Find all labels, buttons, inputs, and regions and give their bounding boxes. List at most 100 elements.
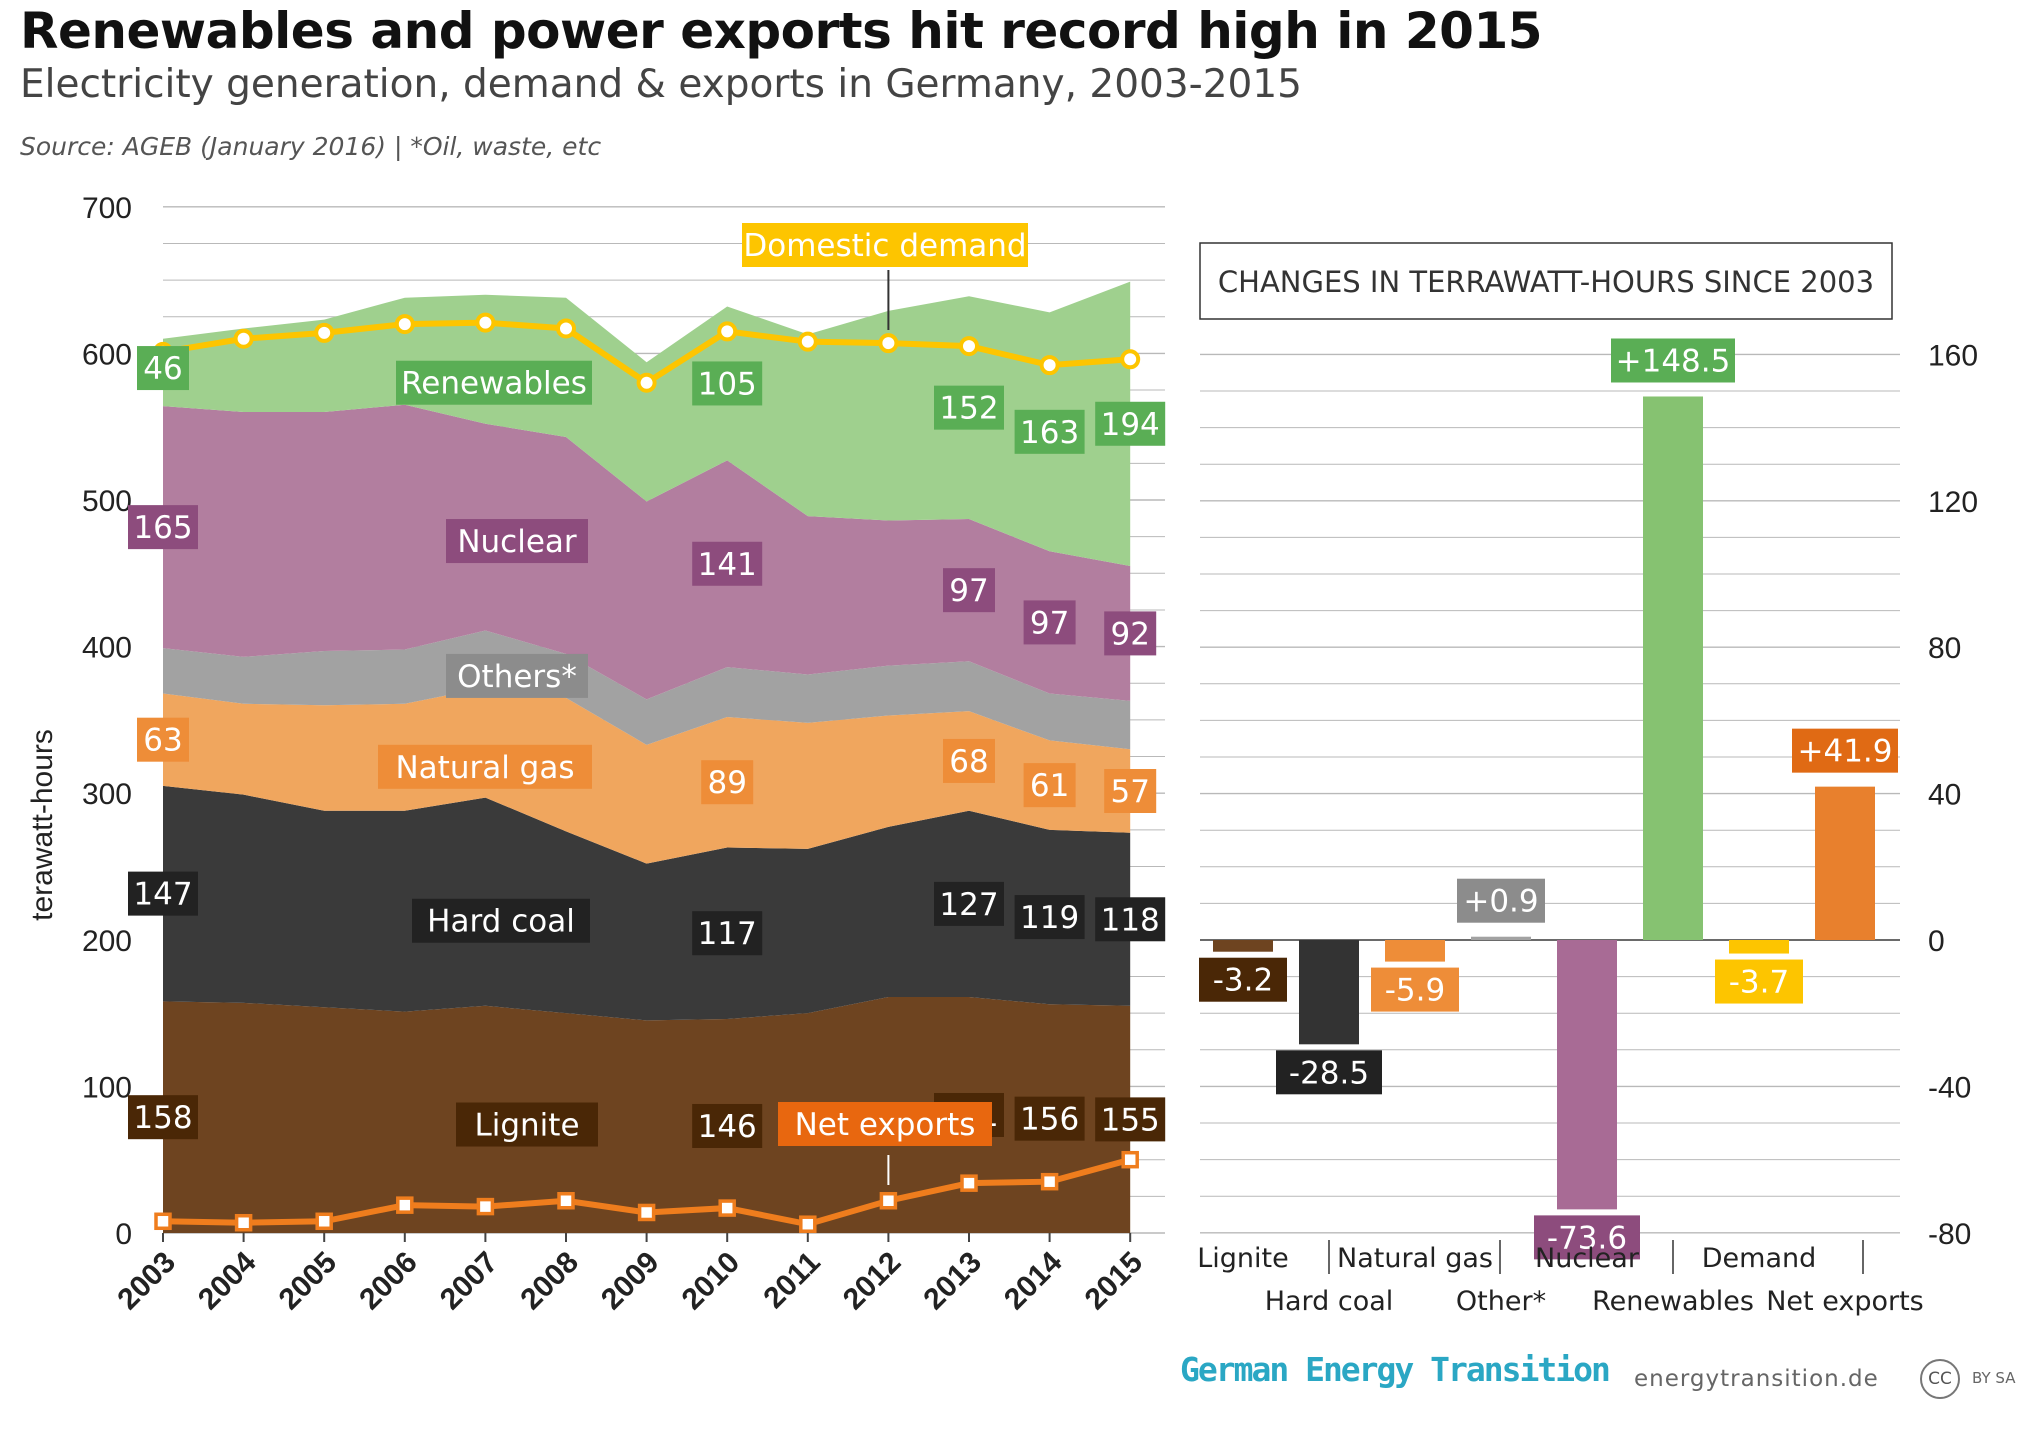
- data-label-bg: [128, 871, 198, 916]
- chart-title: Renewables and power exports hit record …: [20, 2, 1543, 60]
- x-tick-label: 2006: [353, 1246, 424, 1317]
- domestic-demand-point: [1039, 355, 1060, 376]
- domestic-demand-point: [556, 318, 576, 339]
- data-label: 68: [943, 738, 995, 783]
- domestic-demand-point: [314, 322, 335, 343]
- x-axis: 2003 2004 2005 2006 2007 2008 2009 2010 2011 2012…: [111, 1233, 1149, 1316]
- data-label: 155: [1095, 1097, 1166, 1142]
- series-name-label-text: Domestic demand: [743, 228, 1026, 264]
- data-label-text: 147: [133, 877, 192, 913]
- area-others: [163, 630, 1131, 750]
- data-label: 57: [1104, 769, 1157, 814]
- left-y-axis: 0 100 200 300 400 500 600 700: [82, 192, 132, 1251]
- data-label-bg: [1014, 1096, 1085, 1141]
- cc-license-icon: CC: [1920, 1359, 1960, 1399]
- series-name-label: Nuclear: [446, 519, 588, 564]
- data-label-text: 89: [707, 765, 746, 801]
- net-exports-point: [396, 1196, 414, 1214]
- domestic-demand-point: [475, 312, 496, 333]
- series-name-label: Hard coal: [412, 898, 590, 943]
- series-name-label: Domestic demand: [742, 223, 1028, 267]
- category-label: Natural gas: [1337, 1243, 1493, 1274]
- category-label: Hard coal: [1265, 1286, 1394, 1317]
- y-axis-label: terawatt-hours: [26, 729, 59, 921]
- data-label-bg: [1104, 769, 1157, 814]
- bar-value-label-bg: [1534, 1215, 1640, 1260]
- series-name-label: Net exports: [778, 1102, 992, 1146]
- data-label-text: 163: [1020, 415, 1079, 451]
- series-name-label-text: Renewables: [401, 366, 587, 402]
- series-name-label-bg: [378, 744, 592, 789]
- bar-value-label-text: +148.5: [1616, 343, 1731, 379]
- series-name-label-bg: [412, 898, 590, 943]
- y-tick-label: 700: [82, 192, 132, 225]
- data-label-bg: [1095, 401, 1166, 446]
- data-label-bg: [934, 881, 1004, 926]
- category-label: Demand: [1702, 1243, 1817, 1274]
- y-tick-label: -40: [1928, 1071, 1971, 1104]
- data-label-bg: [1023, 763, 1076, 808]
- bar-value-label-text: -73.6: [1547, 1220, 1627, 1256]
- bar-value-label-bg: [1611, 338, 1735, 383]
- y-tick-label: 120: [1928, 486, 1978, 519]
- category-label: Other*: [1456, 1286, 1546, 1317]
- bar-other: [1471, 936, 1531, 940]
- bar-value-label-text: -28.5: [1289, 1055, 1369, 1091]
- data-label: 119: [1014, 895, 1085, 940]
- data-label-text: 97: [1030, 605, 1069, 641]
- series-name-label-text: Others*: [457, 659, 577, 695]
- bar-value-label: -5.9: [1371, 967, 1459, 1012]
- bar-value-label: +148.5: [1611, 338, 1735, 383]
- data-label-bg: [1095, 897, 1166, 942]
- bar-lignite: [1213, 940, 1273, 952]
- area-natural-gas: [163, 687, 1131, 864]
- y-tick-label: 200: [82, 925, 132, 958]
- bar-value-label-bg: [1715, 959, 1803, 1004]
- net-exports-point: [557, 1191, 575, 1210]
- data-label-text: 92: [1110, 616, 1149, 652]
- y-tick-label: 600: [82, 338, 132, 371]
- category-label: Lignite: [1197, 1243, 1289, 1274]
- panel-title-box: [1199, 242, 1893, 320]
- data-label: 163: [1014, 409, 1085, 454]
- x-tick-label: 2013: [917, 1246, 988, 1317]
- bar-hard-coal: [1299, 940, 1359, 1045]
- bar-value-label-bg: [1457, 878, 1545, 923]
- data-label: 92: [1104, 611, 1157, 656]
- bar-value-label: -28.5: [1276, 1050, 1382, 1095]
- data-label: 63: [137, 717, 189, 762]
- net-exports-point: [1040, 1172, 1059, 1191]
- data-label-text: 165: [133, 510, 192, 546]
- series-name-label-text: Nuclear: [457, 524, 577, 560]
- bar-value-label-bg: [1371, 967, 1459, 1012]
- data-label-text: 152: [939, 391, 998, 427]
- bar-value-label-bg: [1199, 957, 1287, 1002]
- data-label: 127: [934, 881, 1004, 926]
- y-tick-label: 500: [82, 485, 132, 518]
- series-name-label-bg: [396, 360, 592, 405]
- data-label-text: 57: [1110, 774, 1149, 810]
- data-label: 105: [692, 361, 763, 406]
- bar-value-label-text: -5.9: [1385, 973, 1446, 1009]
- data-label-bg: [1014, 895, 1085, 940]
- data-label: 97: [943, 568, 995, 613]
- x-tick-label: 2009: [595, 1246, 666, 1317]
- data-label-bg: [943, 568, 995, 613]
- net-exports-point: [476, 1197, 495, 1216]
- bar-value-label-text: -3.2: [1213, 963, 1274, 999]
- series-name-labels: Lignite Hard coal Natural gas Others* Nuclea…: [378, 223, 1028, 1147]
- y-tick-label: 160: [1928, 339, 1978, 372]
- series-name-label-text: Net exports: [795, 1107, 976, 1143]
- data-label-text: 119: [1020, 900, 1079, 936]
- data-label-text: 194: [1101, 407, 1160, 443]
- data-label: 147: [128, 871, 198, 916]
- x-tick-label: 2015: [1079, 1246, 1150, 1317]
- domestic-demand-point: [797, 331, 818, 352]
- data-label-bg: [692, 541, 763, 586]
- data-label-bg: [692, 361, 763, 406]
- series-name-label-bg: [446, 653, 588, 698]
- net-exports-point: [879, 1191, 898, 1210]
- bar-value-label-text: +41.9: [1798, 734, 1893, 770]
- data-label: 194: [1095, 401, 1166, 446]
